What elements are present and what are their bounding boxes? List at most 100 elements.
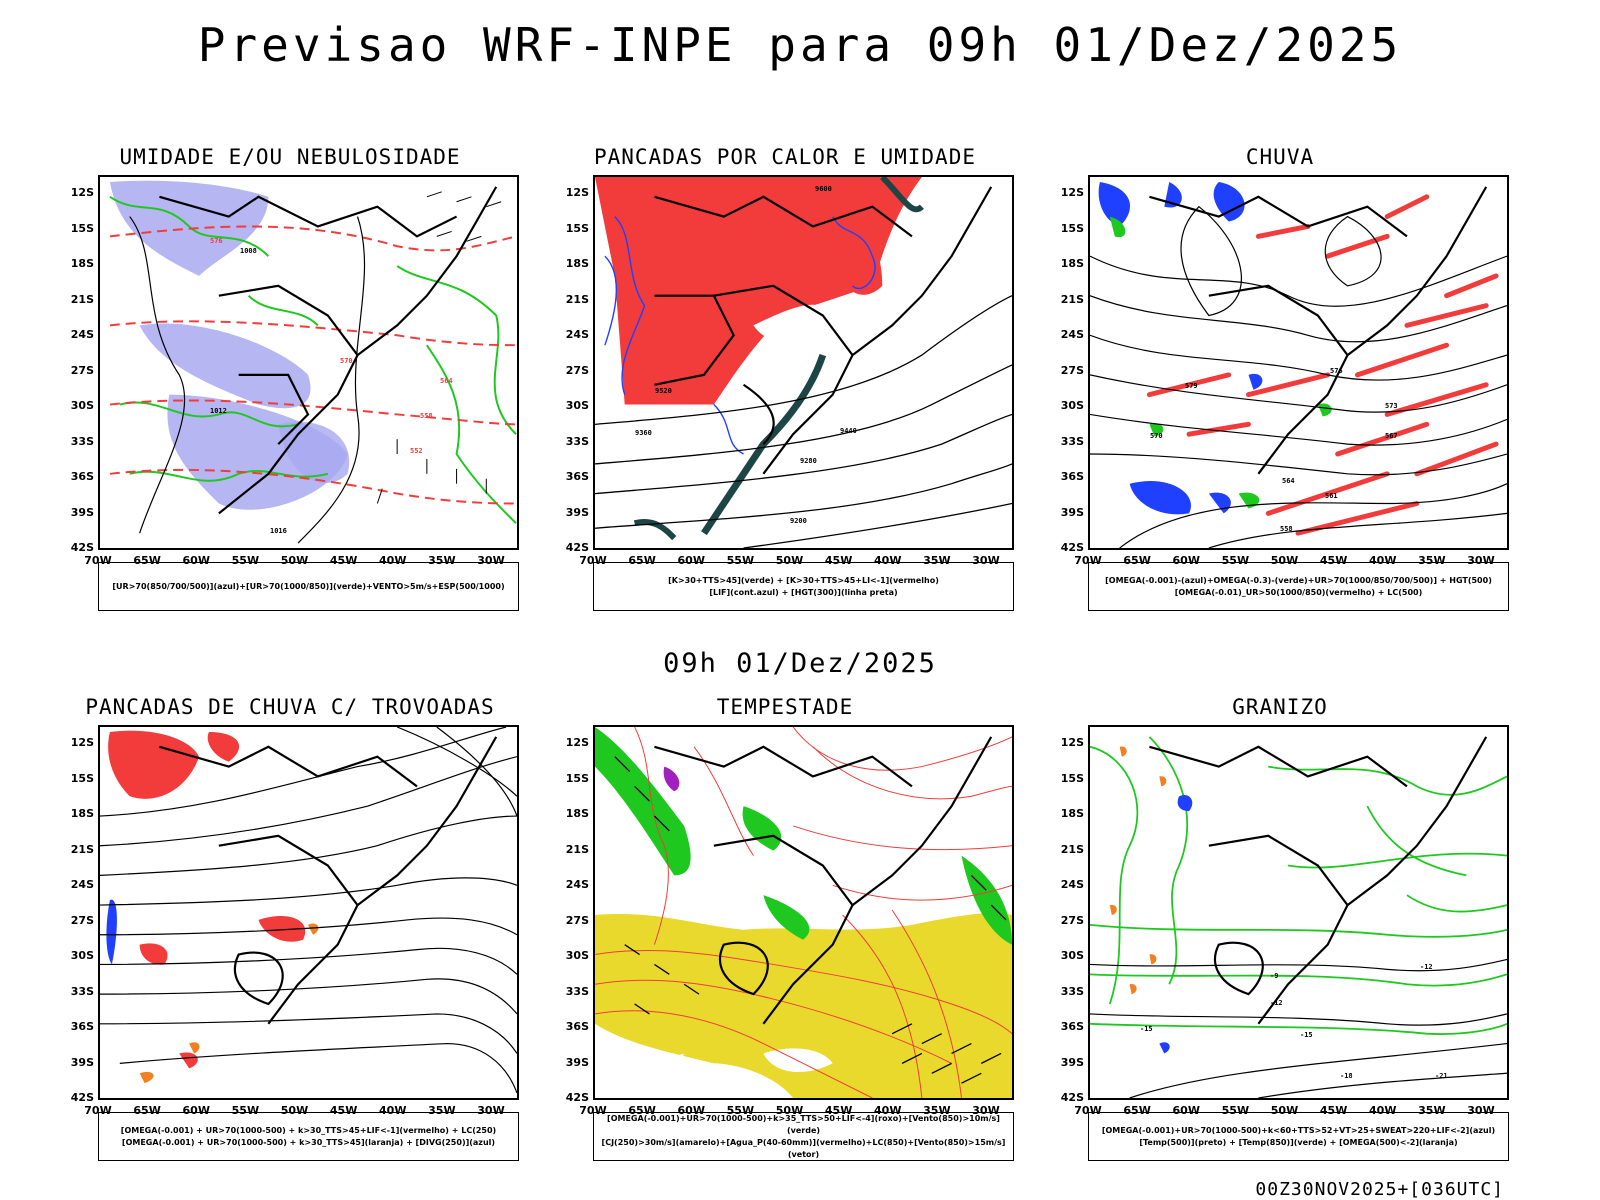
borders	[654, 186, 993, 475]
map-tempestade	[593, 725, 1014, 1100]
lat-tick-label: 39S	[70, 1055, 94, 1069]
panel-tempestade: TEMPESTADE	[545, 695, 1025, 1175]
map-svg	[595, 177, 1012, 548]
legend-line: [OMEGA(-0.001)+UR>70(1000-500)+k>35_TTS>…	[607, 1113, 1000, 1135]
lat-tick-label: 24S	[565, 328, 589, 341]
lat-tick-label: 39S	[1060, 1055, 1084, 1069]
lat-tick-label: 15S	[1060, 221, 1084, 235]
thickness-label: 564	[440, 377, 453, 385]
lon-tick-label: 55W	[726, 554, 755, 567]
lon-tick-label: 30W	[972, 1104, 1000, 1117]
lon-tick-label: 40W	[1369, 554, 1397, 567]
lat-tick-label: 36S	[70, 1020, 94, 1033]
lon-tick-label: 65W	[133, 1104, 161, 1117]
legend-line: [OMEGA(-0.001) + UR>70(1000-500) + k>30_…	[121, 1137, 496, 1147]
lat-tick-label: 30S	[565, 949, 589, 962]
lon-tick-label: 65W	[1123, 1104, 1151, 1117]
lon-tick-label: 50W	[775, 554, 804, 567]
lon-tick-label: 70W	[579, 1104, 607, 1117]
panel-legend: [OMEGA(-0.001)-(azul)+OMEGA(-0.3)-(verde…	[1088, 562, 1509, 611]
map-granizo: -12 -12 -15 -15 -18 -21 -9	[1088, 725, 1509, 1100]
streamlines	[100, 727, 517, 1094]
panel-granizo: GRANIZO	[1040, 695, 1520, 1175]
lon-tick-label: 50W	[1270, 554, 1299, 567]
lat-tick-label: 24S	[70, 328, 94, 341]
thickness-label: 552	[410, 447, 423, 455]
lon-tick-label: 35W	[923, 1104, 951, 1117]
map-pancadas-calor: 9600 9520 9440 9360 9280 9200	[593, 175, 1014, 550]
panel-pancadas-calor: PANCADAS POR CALOR E UMIDADE	[545, 145, 1025, 625]
lat-tick-label: 42S	[70, 541, 94, 554]
lat-tick-label: 12S	[70, 186, 94, 199]
hgt-label: 9440	[840, 427, 857, 435]
lat-tick-label: 42S	[565, 541, 589, 554]
main-title: Previsao WRF-INPE para 09h 01/Dez/2025	[197, 18, 1403, 72]
lat-tick-label: 33S	[70, 984, 94, 998]
lat-tick-label: 15S	[70, 771, 94, 785]
lon-tick-label: 50W	[280, 1104, 309, 1117]
hgt500-contours	[1090, 205, 1507, 548]
temp-label: -21	[1435, 1072, 1448, 1080]
lat-tick-label: 27S	[70, 363, 94, 377]
temp-label: -12	[1270, 999, 1283, 1007]
lat-tick-label: 24S	[70, 878, 94, 891]
purple-severe-area	[663, 766, 680, 792]
lat-tick-label: 30S	[70, 949, 94, 962]
hgt-label: 9520	[655, 387, 672, 395]
lat-tick-label: 36S	[1060, 470, 1084, 483]
lon-tick-label: 50W	[1270, 1104, 1299, 1117]
lat-tick-label: 12S	[70, 736, 94, 749]
lat-tick-label: 27S	[565, 913, 589, 927]
panel-title: PANCADAS POR CALOR E UMIDADE	[593, 145, 976, 169]
lat-tick-label: 33S	[565, 434, 589, 448]
orange-areas	[139, 923, 319, 1084]
legend-line: [UR>70(850/700/500)](azul)+[UR>70(1000/8…	[112, 581, 505, 591]
panel-legend: [OMEGA(-0.001)+UR>70(1000-500)+k>35_TTS>…	[593, 1112, 1014, 1161]
lon-tick-label: 30W	[972, 554, 1000, 567]
lat-tick-label: 15S	[565, 221, 589, 235]
lat-tick-label: 21S	[1060, 292, 1084, 306]
hgt-label: 9600	[815, 185, 832, 193]
lat-tick-label: 33S	[1060, 984, 1084, 998]
lat-tick-label: 30S	[1060, 949, 1084, 962]
lon-tick-label: 60W	[677, 554, 705, 567]
thickness-label: 558	[420, 412, 433, 420]
lon-tick-label: 35W	[428, 1104, 456, 1117]
hgt-label: 570	[1150, 432, 1163, 440]
hgt-label: 567	[1385, 432, 1398, 440]
lon-tick-label: 70W	[1074, 1104, 1102, 1117]
lon-tick-label: 55W	[1221, 554, 1250, 567]
lon-tick-label: 45W	[1319, 1104, 1348, 1117]
lon-tick-label: 35W	[1418, 554, 1446, 567]
lat-tick-label: 33S	[70, 434, 94, 448]
temp-label: -12	[1420, 963, 1433, 971]
hgt-label: 558	[1280, 525, 1293, 533]
lat-tick-label: 39S	[565, 505, 589, 519]
lon-tick-label: 35W	[1418, 1104, 1446, 1117]
lavender-humidity-areas	[109, 180, 350, 510]
yellow-jet-area	[595, 913, 1012, 1098]
lat-tick-label: 27S	[70, 913, 94, 927]
hgt-label: 9280	[800, 457, 817, 465]
panel-legend: [OMEGA(-0.001)+UR>70(1000-500)+k<60+TTS>…	[1088, 1112, 1509, 1161]
lon-tick-label: 55W	[231, 1104, 260, 1117]
lat-tick-label: 12S	[1060, 736, 1084, 749]
orange-omega-areas	[1109, 746, 1167, 995]
lat-tick-label: 27S	[565, 363, 589, 377]
lat-tick-label: 33S	[1060, 434, 1084, 448]
lon-tick-label: 70W	[579, 554, 607, 567]
lat-tick-label: 36S	[1060, 1020, 1084, 1033]
lon-tick-label: 40W	[379, 1104, 407, 1117]
hgt-label: 573	[1385, 402, 1398, 410]
blue-precip-areas	[1098, 181, 1263, 515]
lat-tick-label: 21S	[565, 842, 589, 856]
map-trovoadas	[98, 725, 519, 1100]
hgt-label: 579	[1185, 382, 1198, 390]
lat-tick-label: 18S	[1060, 807, 1084, 820]
lon-tick-label: 30W	[1467, 1104, 1495, 1117]
lon-tick-label: 40W	[1369, 1104, 1397, 1117]
blue-hail-areas	[1159, 794, 1193, 1054]
panel-legend: [K>30+TTS>45](verde) + [K>30+TTS>45+LI<-…	[593, 562, 1014, 611]
lat-tick-label: 30S	[70, 399, 94, 412]
lat-tick-label: 27S	[1060, 363, 1084, 377]
